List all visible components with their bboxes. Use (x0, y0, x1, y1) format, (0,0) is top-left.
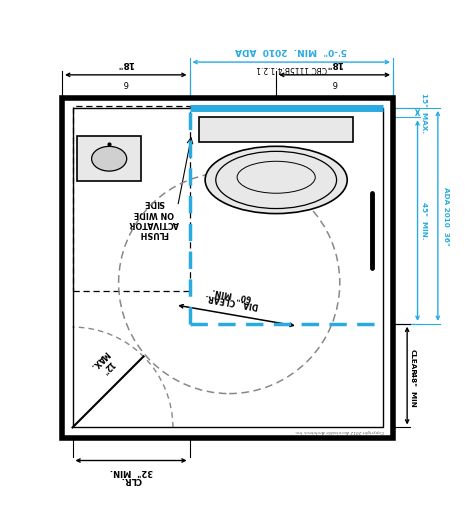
Text: CLEAR: CLEAR (410, 348, 416, 374)
Bar (77, 136, 141, 181)
Text: CBC 1115B.4.1.2.1: CBC 1115B.4.1.2.1 (256, 64, 327, 74)
Text: ADA 2010  36": ADA 2010 36" (443, 187, 448, 245)
Text: 12"
MAX.: 12" MAX. (89, 349, 118, 378)
Bar (73, 108, 383, 427)
Ellipse shape (205, 147, 347, 213)
Text: DIA.  CLEAR.: DIA. CLEAR. (204, 292, 259, 310)
Bar (73, 106, 190, 292)
Text: Copyright 2012 Accessible Architect, Inc.: Copyright 2012 Accessible Architect, Inc… (294, 429, 383, 433)
Text: 5'-0"  MIN.  2010  ADA: 5'-0" MIN. 2010 ADA (235, 47, 347, 55)
Bar (62, 97, 393, 438)
Text: CLR.: CLR. (120, 475, 142, 484)
Text: 6: 6 (123, 78, 128, 87)
Text: 45"  MIN.: 45" MIN. (421, 202, 428, 239)
Text: 18": 18" (117, 59, 135, 68)
Text: 32"  MIN.: 32" MIN. (109, 467, 153, 476)
Text: 15"  MAX.: 15" MAX. (421, 93, 428, 133)
Text: FLUSH
ACTIVATOR
ON WIDE
SIDE: FLUSH ACTIVATOR ON WIDE SIDE (129, 198, 179, 238)
Text: 18": 18" (326, 59, 343, 68)
Text: 6: 6 (332, 78, 337, 87)
Text: 48"  MIN: 48" MIN (410, 373, 416, 407)
Ellipse shape (91, 147, 127, 171)
Text: 60"  MIN.: 60" MIN. (211, 286, 252, 302)
Bar (199, 118, 354, 142)
